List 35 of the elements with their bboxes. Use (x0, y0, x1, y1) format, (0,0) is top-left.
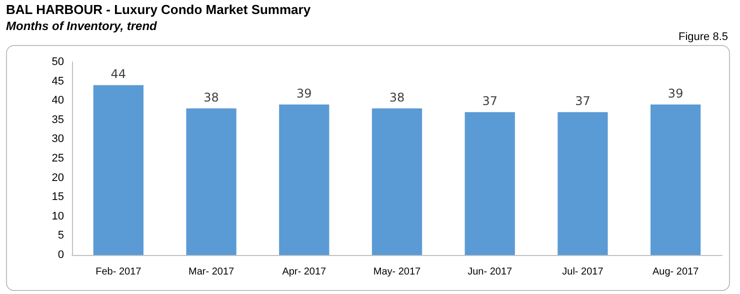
data-label: 39 (296, 86, 312, 100)
x-tick-label: Mar- 2017 (188, 266, 235, 278)
y-tick-label: 35 (52, 114, 64, 126)
data-label: 37 (575, 94, 590, 108)
x-tick-label: Apr- 2017 (282, 266, 327, 278)
y-tick-label: 45 (52, 75, 64, 88)
data-label: 38 (204, 90, 219, 104)
bar (372, 108, 422, 255)
bar (279, 104, 330, 255)
y-tick-label: 30 (52, 133, 64, 146)
chart-title: BAL HARBOUR - Luxury Condo Market Summary (6, 2, 311, 17)
bar (464, 112, 515, 255)
data-label: 37 (482, 94, 498, 108)
y-tick-label: 25 (52, 152, 64, 164)
x-tick-label: May- 2017 (373, 266, 422, 278)
y-tick-label: 0 (58, 249, 64, 261)
y-tick-label: 20 (52, 172, 64, 184)
data-label: 44 (110, 67, 126, 82)
bar (558, 112, 608, 255)
x-tick-label: Aug- 2017 (652, 266, 700, 278)
y-tick-label: 5 (58, 230, 64, 242)
x-tick-label: Jun- 2017 (468, 266, 513, 278)
caption: Figure 8.5 (678, 31, 728, 43)
y-tick-label: 10 (52, 210, 64, 222)
y-tick-label: 50 (52, 56, 64, 68)
y-tick-label: 15 (52, 191, 64, 204)
data-label: 39 (668, 86, 684, 100)
x-tick-label: Feb- 2017 (96, 266, 142, 278)
bar (186, 108, 236, 255)
bar (650, 104, 701, 255)
y-tick-label: 40 (52, 94, 64, 107)
chart-subtitle: Months of Inventory, trend (6, 19, 157, 33)
data-label: 38 (389, 90, 405, 104)
bar (93, 85, 144, 255)
x-tick-label: Jul- 2017 (562, 266, 604, 278)
